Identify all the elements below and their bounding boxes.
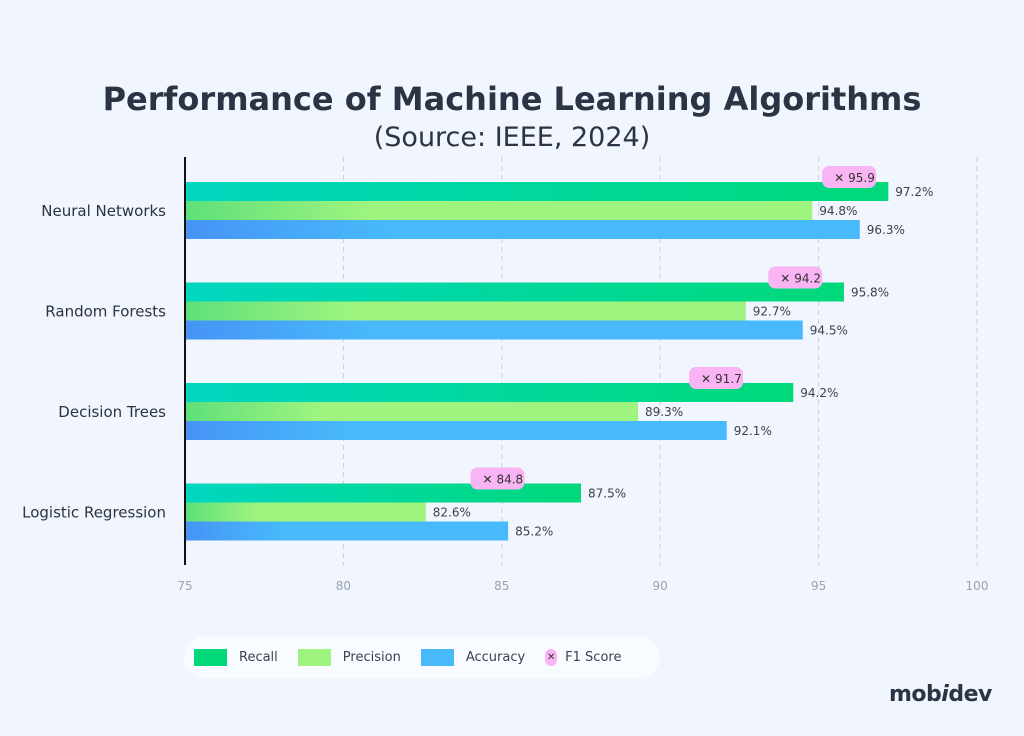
legend: Recall Precision Accuracy ✕ F1 Score: [184, 636, 660, 678]
x-marker-icon: ✕: [701, 372, 711, 386]
x-tick-label: 100: [966, 579, 989, 593]
legend-label: Accuracy: [465, 649, 526, 665]
x-tick-label: 75: [177, 579, 192, 593]
f1-value-label: 84.8: [496, 473, 523, 487]
category-label: Random Forests: [45, 303, 166, 321]
bar-value-label: 92.1%: [734, 424, 772, 438]
category-label: Decision Trees: [58, 403, 166, 421]
bar-value-label: 97.2%: [895, 185, 933, 199]
chart-title: Performance of Machine Learning Algorith…: [102, 80, 922, 118]
x-marker-icon: ✕: [780, 272, 790, 286]
bar-value-label: 94.5%: [810, 324, 848, 338]
category-label: Neural Networks: [41, 202, 166, 220]
f1-marker: [470, 467, 525, 490]
bar-value-label: 96.3%: [867, 223, 905, 237]
bar-value-label: 92.7%: [753, 305, 791, 319]
bar-precision: [186, 502, 426, 522]
bar-precision: [186, 402, 639, 421]
legend-item-precision[interactable]: Precision: [297, 648, 401, 666]
legend-swatch: [420, 648, 454, 666]
bar-accuracy: [186, 320, 803, 340]
bar-value-label: 95.8%: [851, 286, 889, 300]
x-tick-label: 90: [653, 579, 668, 593]
logo: mobidev: [889, 682, 992, 707]
bar-accuracy: [186, 421, 727, 440]
category-label: Logistic Regression: [22, 504, 166, 522]
bar-value-label: 89.3%: [645, 405, 683, 419]
legend-label: Precision: [342, 649, 401, 665]
bar-value-label: 85.2%: [515, 525, 553, 539]
f1-marker: [689, 367, 744, 389]
chart-subtitle: (Source: IEEE, 2024): [373, 122, 651, 153]
x-tick-label: 85: [494, 579, 509, 593]
bar-recall: [186, 282, 844, 302]
bar-precision: [186, 301, 746, 321]
legend-swatch: [194, 648, 227, 666]
bar-recall: [186, 383, 794, 402]
legend-item-accuracy[interactable]: Accuracy: [420, 648, 526, 666]
bar-recall: [186, 182, 889, 201]
bar-accuracy: [186, 220, 860, 239]
legend-label: F1 Score: [565, 649, 622, 665]
bar-accuracy: [186, 521, 509, 541]
bar-precision: [186, 201, 813, 220]
legend-label: Recall: [239, 649, 278, 665]
x-tick-label: 80: [336, 579, 351, 593]
bar-value-label: 82.6%: [433, 506, 471, 520]
x-marker-icon: ✕: [834, 171, 844, 185]
bar-value-label: 94.2%: [800, 386, 838, 400]
f1-marker: [768, 266, 823, 289]
x-marker-icon: ✕: [482, 473, 492, 487]
legend-swatch: [297, 648, 331, 666]
f1-marker: [822, 166, 877, 188]
f1-value-label: 91.7: [715, 372, 742, 386]
x-tick-label: 95: [811, 579, 826, 593]
f1-value-label: 94.2: [794, 272, 821, 286]
bar-value-label: 94.8%: [819, 204, 857, 218]
f1-value-label: 95.9: [848, 171, 875, 185]
x-marker-icon: ✕: [545, 648, 558, 666]
legend-item-f1[interactable]: ✕ F1 Score: [545, 648, 622, 666]
legend-item-recall[interactable]: Recall: [194, 648, 278, 666]
bar-value-label: 87.5%: [588, 487, 626, 501]
